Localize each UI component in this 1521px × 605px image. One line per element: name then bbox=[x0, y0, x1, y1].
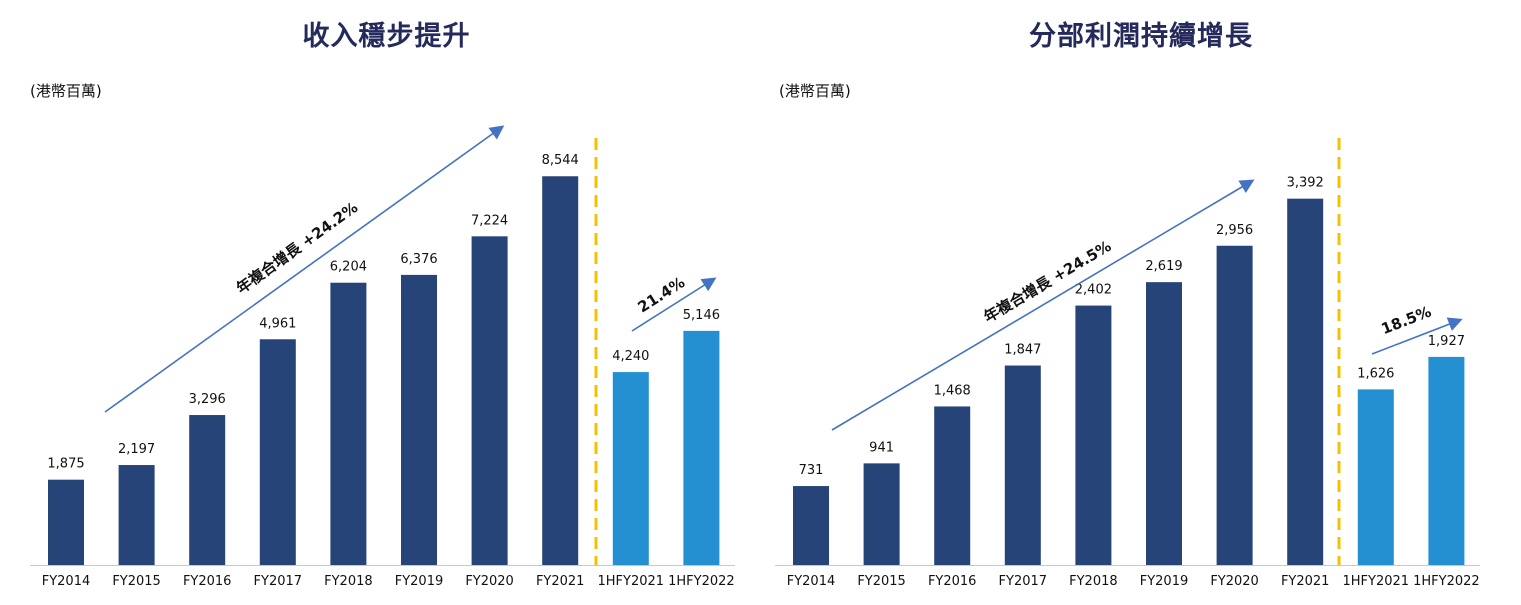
revenue-category-label: FY2020 bbox=[465, 574, 514, 589]
revenue-category-label: FY2014 bbox=[42, 574, 91, 589]
revenue-value-label: 5,146 bbox=[683, 308, 720, 323]
revenue-half-growth-arrow bbox=[631, 277, 717, 332]
segment-profit-value-label: 1,847 bbox=[1004, 343, 1041, 358]
revenue-bar bbox=[471, 236, 508, 566]
revenue-cagr-arrow bbox=[104, 125, 505, 413]
segment-profit-bar bbox=[793, 486, 829, 565]
segment-profit-value-label: 1,626 bbox=[1357, 366, 1394, 381]
revenue-bar bbox=[330, 282, 367, 565]
revenue-value-label: 7,224 bbox=[471, 213, 508, 228]
revenue-bar bbox=[612, 372, 649, 565]
segment-profit-value-label: 731 bbox=[799, 463, 824, 478]
segment-profit-bar bbox=[1004, 365, 1041, 565]
revenue-chart-panel: 收入穩步提升 (港幣百萬) 1,875 FY2014 2,197 FY2015 3,29… bbox=[0, 0, 760, 605]
revenue-value-label: 8,544 bbox=[542, 153, 579, 168]
segment-profit-category-label: FY2015 bbox=[857, 574, 906, 589]
revenue-bar bbox=[542, 176, 579, 566]
segment-profit-value-label: 2,402 bbox=[1075, 283, 1112, 298]
segment-profit-category-label: 1HFY2022 bbox=[1413, 574, 1480, 589]
segment-profit-bar bbox=[934, 406, 971, 565]
revenue-category-label: FY2021 bbox=[536, 574, 585, 589]
segment-profit-category-label: FY2019 bbox=[1140, 574, 1189, 589]
segment-profit-category-label: 1HFY2021 bbox=[1343, 574, 1410, 589]
revenue-value-label: 4,240 bbox=[612, 349, 649, 364]
segment-profit-cagr-arrow bbox=[831, 179, 1255, 431]
segment-profit-unit-label: (港幣百萬) bbox=[779, 82, 851, 100]
segment-profit-category-label: FY2018 bbox=[1069, 574, 1118, 589]
revenue-value-label: 6,376 bbox=[400, 252, 437, 267]
segment-profit-category-label: FY2021 bbox=[1281, 574, 1330, 589]
segment-profit-chart-title: 分部利潤持續增長 bbox=[1029, 21, 1253, 52]
segment-profit-value-label: 1,468 bbox=[934, 383, 971, 398]
revenue-bar bbox=[48, 479, 84, 565]
revenue-category-label: FY2019 bbox=[395, 574, 444, 589]
revenue-value-label: 2,197 bbox=[118, 442, 155, 457]
segment-profit-value-label: 1,927 bbox=[1428, 334, 1465, 349]
segment-profit-bar bbox=[1146, 282, 1182, 565]
segment-profit-category-label: FY2016 bbox=[928, 574, 977, 589]
revenue-value-label: 4,961 bbox=[259, 316, 296, 331]
segment-profit-chart-panel: 分部利潤持續增長 (港幣百萬) 731 FY2014 941 FY2015 1,468 F… bbox=[760, 0, 1521, 605]
revenue-chart-title: 收入穩步提升 bbox=[302, 21, 471, 52]
revenue-bar bbox=[259, 339, 296, 565]
segment-profit-bar-chart: 731 FY2014 941 FY2015 1,468 FY2016 1,847 FY2017… bbox=[775, 138, 1480, 589]
revenue-category-label: FY2015 bbox=[112, 574, 161, 589]
segment-profit-bar bbox=[1428, 356, 1465, 565]
segment-profit-half-growth-arrow bbox=[1371, 317, 1463, 355]
revenue-bar bbox=[189, 415, 226, 565]
revenue-bar bbox=[683, 330, 720, 565]
revenue-bar bbox=[401, 274, 437, 565]
revenue-category-label: FY2018 bbox=[324, 574, 373, 589]
revenue-category-label: FY2017 bbox=[254, 574, 303, 589]
revenue-value-label: 6,204 bbox=[330, 260, 367, 275]
segment-profit-category-label: FY2017 bbox=[999, 574, 1048, 589]
segment-profit-category-label: FY2020 bbox=[1210, 574, 1259, 589]
segment-profit-value-label: 3,392 bbox=[1287, 176, 1324, 191]
revenue-cagr-label: 年複合增長 +24.2% bbox=[233, 198, 361, 297]
revenue-bar-chart: 1,875 FY2014 2,197 FY2015 3,296 FY2016 4,961 FY… bbox=[30, 125, 735, 589]
segment-profit-bar bbox=[1287, 198, 1324, 565]
segment-profit-bar bbox=[1357, 389, 1394, 565]
segment-profit-bar bbox=[863, 463, 900, 565]
segment-profit-value-label: 2,619 bbox=[1145, 259, 1182, 274]
segment-profit-bar bbox=[1216, 245, 1253, 565]
revenue-category-label: 1HFY2021 bbox=[598, 574, 665, 589]
segment-profit-value-label: 2,956 bbox=[1216, 223, 1253, 238]
revenue-half-growth-label: 21.4% bbox=[635, 273, 689, 316]
revenue-unit-label: (港幣百萬) bbox=[30, 82, 102, 100]
segment-profit-bar bbox=[1075, 305, 1112, 565]
revenue-value-label: 1,875 bbox=[47, 457, 84, 472]
revenue-category-label: 1HFY2022 bbox=[668, 574, 735, 589]
revenue-value-label: 3,296 bbox=[189, 392, 226, 407]
segment-profit-category-label: FY2014 bbox=[787, 574, 836, 589]
segment-profit-value-label: 941 bbox=[869, 440, 894, 455]
revenue-bar bbox=[118, 465, 155, 565]
revenue-category-label: FY2016 bbox=[183, 574, 232, 589]
